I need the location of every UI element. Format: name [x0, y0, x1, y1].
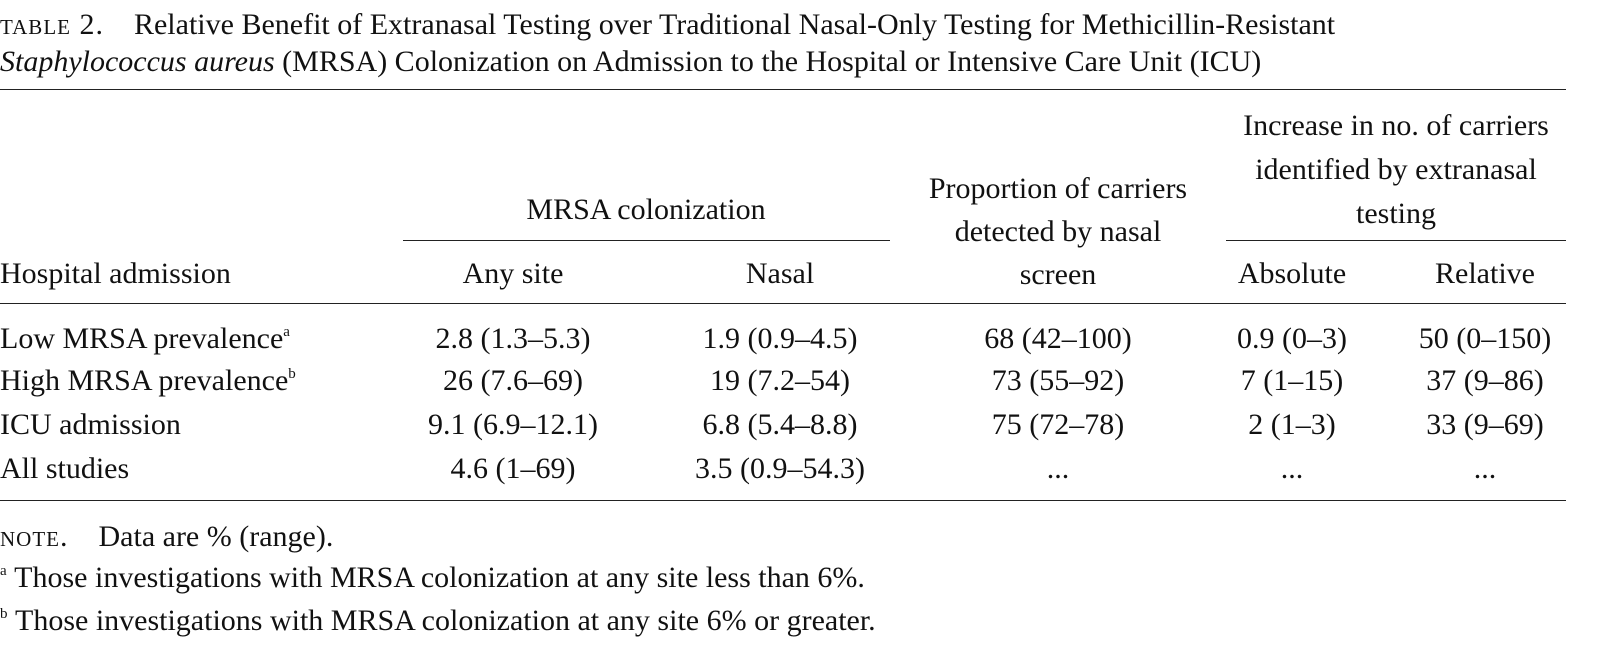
footnote-mark: b	[0, 606, 8, 622]
group-header: Increase in no. of carriers identified b…	[1243, 109, 1549, 230]
footnote-mark: a	[0, 563, 7, 579]
table-cell: ...	[1473, 452, 1497, 485]
table-cell: 50 (0–150)	[1418, 322, 1552, 355]
table-cell: 37 (9–86)	[1426, 364, 1544, 397]
table-cell: ...	[1280, 452, 1304, 485]
row-label: All studies	[0, 451, 129, 487]
table-cell: 1.9 (0.9–4.5)	[702, 322, 858, 355]
group-header: MRSA colonization	[526, 193, 766, 226]
column-header: Nasal	[745, 257, 815, 290]
table-cell: 75 (72–78)	[991, 408, 1125, 441]
group-rule	[403, 240, 890, 241]
top-rule	[0, 89, 1566, 90]
table-cell: 19 (7.2–54)	[710, 364, 850, 397]
row-label: Low MRSA prevalencea	[0, 321, 290, 357]
row-label-text: Low MRSA prevalence	[0, 322, 284, 355]
table-cell: 6.8 (5.4–8.8)	[702, 408, 858, 441]
table-cell: 2 (1–3)	[1248, 408, 1336, 441]
column-header: Hospital admission	[0, 257, 231, 290]
table-cell: 0.9 (0–3)	[1237, 322, 1347, 355]
table-cell: 73 (55–92)	[991, 364, 1125, 397]
column-header: Relative	[1435, 257, 1535, 290]
footnote-mark: a	[283, 324, 290, 340]
caption-title: Relative Benefit of Extranasal Testing o…	[133, 8, 1336, 41]
table-cell: 3.5 (0.9–54.3)	[695, 452, 865, 485]
table-cell: 9.1 (6.9–12.1)	[428, 408, 598, 441]
row-label: ICU admission	[0, 407, 181, 443]
note: note. Data are % (range).	[0, 519, 333, 555]
table-cell: 26 (7.6–69)	[443, 364, 583, 397]
footnote: b Those investigations with MRSA coloniz…	[0, 603, 876, 639]
row-label-text: ICU admission	[0, 408, 181, 441]
row-label: High MRSA prevalenceb	[0, 363, 296, 399]
caption-line-2: Staphylococcus aureus (MRSA) Colonizatio…	[0, 44, 1261, 80]
column-header: Proportion of carriers detected by nasal…	[928, 172, 1188, 291]
group-rule	[1226, 240, 1566, 241]
caption-line-1: table 2. Relative Benefit of Extranasal …	[0, 7, 1335, 43]
table-cell: 2.8 (1.3–5.3)	[435, 322, 591, 355]
bottom-rule	[0, 500, 1566, 501]
footnote: a Those investigations with MRSA coloniz…	[0, 560, 865, 596]
table-cell: 7 (1–15)	[1240, 364, 1344, 397]
table-cell: 4.6 (1–69)	[450, 452, 576, 485]
caption-label: table 2.	[0, 8, 104, 41]
table-cell: 68 (42–100)	[984, 322, 1132, 355]
column-header: Absolute	[1237, 257, 1347, 290]
table-cell: ...	[1046, 452, 1070, 485]
caption-title-end: (MRSA) Colonization on Admission to the …	[282, 45, 1262, 78]
note-text: Data are % (range).	[98, 520, 334, 553]
table-cell: 33 (9–69)	[1426, 408, 1544, 441]
note-label: note.	[0, 520, 69, 553]
row-label-text: All studies	[0, 452, 130, 485]
header-rule	[0, 303, 1566, 304]
column-header: Any site	[462, 257, 564, 290]
footnote-mark: b	[288, 366, 296, 382]
caption-species: Staphylococcus aureus	[0, 45, 275, 78]
footnote-text: Those investigations with MRSA colonizat…	[14, 561, 865, 594]
row-label-text: High MRSA prevalence	[0, 364, 289, 397]
footnote-text: Those investigations with MRSA colonizat…	[15, 604, 876, 637]
